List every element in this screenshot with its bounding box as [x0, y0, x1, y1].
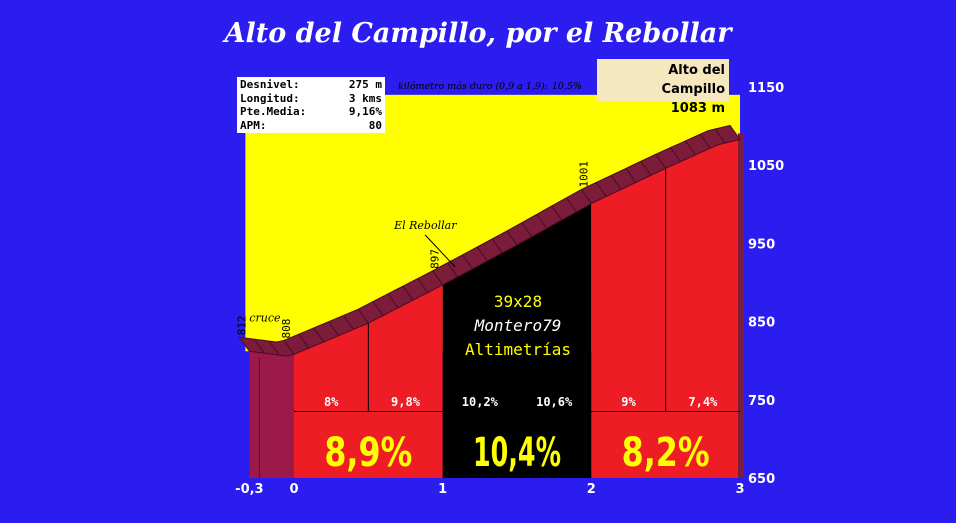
profile-band-tick: [298, 333, 310, 349]
stat-row-pendiente-media: Pte.Media: 9,16%: [240, 105, 382, 119]
profile-band-tick: [447, 262, 458, 278]
stats-box: Desnivel: 275 m Longitud: 3 kms Pte.Media:…: [237, 77, 385, 133]
profile-band-tick: [640, 161, 652, 176]
cruce-annotation: cruce: [249, 311, 281, 324]
segment-gradient-label: 9%: [621, 395, 636, 409]
stat-row-apm: APM: 80: [240, 119, 382, 133]
x-tick-label: 3: [735, 482, 744, 497]
profile-band-tick: [357, 308, 369, 324]
km-gradient-label: 8,9%: [324, 430, 412, 476]
profile-band-tick: [417, 278, 429, 293]
profile-band-tick: [595, 182, 607, 197]
profile-band: [238, 124, 741, 357]
profile-band-tick: [536, 214, 548, 229]
x-tick-label: 0: [289, 482, 298, 497]
stat-label: Desnivel:: [240, 78, 300, 91]
y-tick-label: 650: [748, 472, 775, 487]
profile-band-tick: [714, 128, 726, 144]
segment-gradient-label: 9,8%: [391, 395, 421, 409]
profile-band-tick: [328, 321, 340, 336]
profile-band-tick: [476, 246, 488, 262]
watermark-author: Montero79: [474, 316, 562, 335]
hardest-km-label: kilómetro más duro (0,9 a 1,9):: [398, 81, 548, 92]
summit-altitude: 1083 m: [670, 101, 725, 116]
altitude-label: 1001: [577, 161, 590, 188]
hardest-km-value: 10,5%: [551, 81, 583, 92]
hardest-km-note: kilómetro más duro (0,9 a 1,9): 10,5%: [394, 81, 582, 92]
profile-band-tick: [313, 327, 325, 343]
altitude-label: 812: [235, 315, 248, 335]
km-gradient-label: 10,4%: [473, 430, 561, 476]
rebollar-pointer: [424, 234, 456, 268]
profile-band-tick: [521, 222, 533, 237]
stat-row-desnivel: Desnivel: 275 m: [240, 78, 382, 92]
profile-band-tick: [402, 285, 414, 301]
profile-band-tick: [610, 175, 622, 190]
profile-band-tick: [283, 340, 295, 355]
altitude-label: 808: [280, 319, 293, 339]
summit-box: Alto del Campillo 1083 m: [597, 59, 729, 116]
stat-value: 275 m: [348, 78, 382, 91]
x-tick-label: 2: [587, 482, 596, 497]
stat-value: 80: [368, 118, 382, 132]
watermark-site: Altimetrías: [465, 340, 571, 359]
profile-band-tick: [372, 301, 384, 316]
stat-label: APM:: [240, 118, 267, 132]
profile-band-tick: [387, 293, 399, 309]
stat-label: Longitud:: [240, 91, 300, 105]
segment-gradient-label: 7,4%: [688, 395, 718, 409]
profile-band-tick: [461, 254, 473, 270]
x-tick-label: 1: [438, 482, 447, 497]
segment-gradient-label: 10,2%: [462, 395, 499, 409]
start-section-fill: [249, 351, 294, 478]
stat-value: 3 kms: [348, 91, 382, 105]
profile-band-tick: [580, 189, 592, 204]
profile-band-tick: [506, 230, 518, 246]
profile-band-tick: [684, 140, 696, 156]
profile-band-tick: [625, 168, 637, 183]
profile-band-tick: [432, 270, 444, 286]
profile-band-tick: [699, 133, 711, 149]
x-tick-label: -0,3: [235, 482, 263, 497]
profile-band-tick: [253, 338, 265, 354]
profile-band-tick: [268, 340, 280, 356]
summit-name: Alto del Campillo: [661, 63, 725, 97]
profile-band-tick: [670, 147, 681, 162]
profile-band-tick: [566, 197, 577, 213]
profile-band-tick: [655, 154, 667, 169]
summit-wall: [738, 133, 744, 479]
segment-gradient-label: 8%: [324, 395, 339, 409]
profile-band-tick: [551, 205, 563, 221]
stat-label: Pte.Media:: [240, 105, 307, 118]
y-tick-label: 1150: [748, 81, 784, 96]
profile-band-tick: [491, 238, 503, 254]
y-tick-label: 950: [748, 237, 775, 252]
segment-gradient-label: 10,6%: [536, 395, 573, 409]
stat-row-longitud: Longitud: 3 kms: [240, 92, 382, 106]
y-tick-label: 750: [748, 394, 775, 409]
stat-value: 9,16%: [348, 105, 382, 118]
rebollar-annotation: El Rebollar: [393, 219, 457, 232]
km-gradient-label: 8,2%: [622, 430, 710, 476]
y-tick-label: 1050: [748, 159, 784, 174]
y-tick-label: 850: [748, 316, 775, 331]
watermark-size: 39x28: [493, 292, 543, 311]
km-section-fill: [442, 203, 592, 478]
profile-band-tick: [343, 315, 354, 330]
altitude-label: 897: [429, 249, 442, 269]
chart-title: Alto del Campillo, por el Rebollar: [224, 18, 732, 49]
